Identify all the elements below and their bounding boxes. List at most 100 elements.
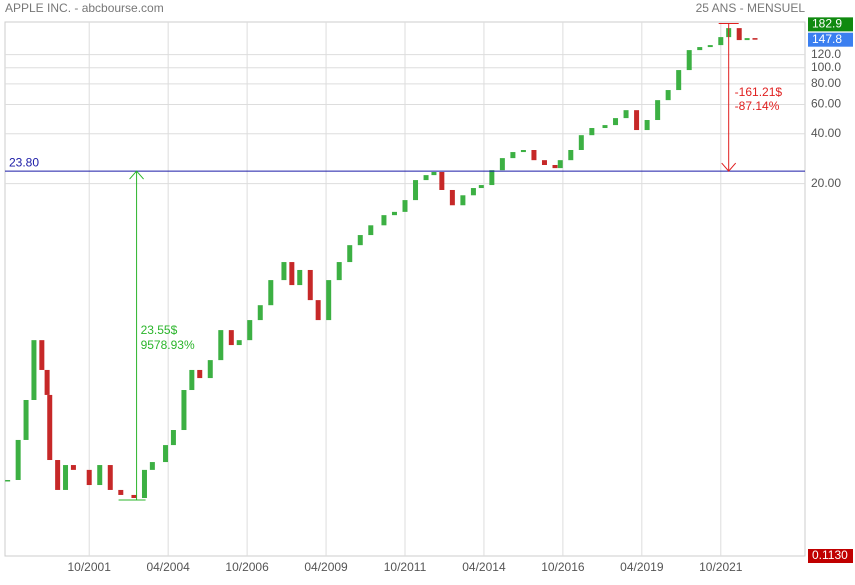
price-tag-label: 147.8 [812,32,842,46]
candle [297,269,303,286]
candle [413,180,419,201]
candle [478,185,484,189]
candle [541,160,547,165]
candle [634,110,640,131]
candle [665,90,671,101]
price-tag [808,32,853,47]
candle [552,164,558,169]
candle [602,125,608,129]
candle [578,135,584,151]
candle [336,262,342,281]
price-tag [808,549,853,563]
candle [268,280,274,306]
candle [228,330,234,346]
candle [613,118,619,126]
x-tick-label: 04/2009 [304,560,348,574]
candle [752,38,758,40]
candle [39,340,45,370]
y-tick-label: 120.0 [811,47,841,61]
price-tag-label: 182.9 [812,17,842,31]
y-tick-label: 100.0 [811,60,841,74]
candle [707,45,713,48]
loss-amount: -161.21$ [735,85,783,99]
candle [557,160,563,169]
candle [381,215,387,226]
candle [368,225,374,236]
candle [31,340,37,400]
candle [510,152,516,159]
candle [655,100,661,121]
loss-percent: -87.14% [735,99,780,113]
candle [55,460,61,490]
candle [218,330,224,361]
x-tick-label: 04/2004 [146,560,190,574]
candle [531,150,537,161]
candle [257,305,263,321]
y-tick-label: 80.00 [811,76,841,90]
arrow-head [129,170,144,180]
candle [5,479,11,482]
candle [623,110,629,119]
x-tick-label: 10/2011 [384,560,427,574]
x-tick-label: 04/2014 [462,560,506,574]
level-label: 23.80 [9,155,39,169]
y-tick-label: 60.00 [811,97,841,111]
candle [63,465,69,490]
chart-subtitle: 25 ANS - MENSUEL [696,1,806,15]
candle [391,211,397,216]
candle [676,70,682,91]
candle [189,369,195,391]
candle [307,269,313,301]
candle [170,430,176,446]
candle [568,150,574,161]
candle [489,170,495,186]
candle [247,320,253,341]
candle [439,171,445,190]
price-tag-label: 0.1130 [812,548,848,562]
candle [281,262,287,281]
candle [347,245,353,263]
y-tick-label: 20.00 [811,176,841,190]
candle [23,399,29,440]
x-tick-label: 04/2019 [620,560,664,574]
candle [149,462,155,470]
candle [499,158,505,171]
candle [163,445,169,463]
candle [181,390,187,431]
candle [107,465,113,490]
candle [520,150,526,153]
candle [736,28,742,41]
candle [686,50,692,71]
candle [589,128,595,136]
gain-amount: 23.55$ [141,323,178,337]
candle [470,188,476,196]
candle [431,171,437,176]
candle [718,37,724,46]
candle [460,195,466,206]
candle [326,280,332,321]
x-tick-label: 10/2001 [68,560,112,574]
x-tick-label: 10/2006 [225,560,269,574]
y-tick-label: 40.00 [811,126,841,140]
x-tick-label: 10/2016 [541,560,585,574]
candle [97,465,103,486]
candle [141,469,147,499]
candle [744,38,750,41]
x-tick-label: 10/2021 [699,560,743,574]
candle [315,300,321,321]
gain-percent: 9578.93% [141,338,195,352]
chart-title: APPLE INC. - abcbourse.com [5,1,164,15]
arrow-head [721,162,737,172]
candle [70,465,76,470]
candle [697,47,703,51]
candle [644,120,650,131]
candle [236,340,242,346]
price-tag [808,17,853,32]
candle [402,200,408,212]
candle [44,369,50,395]
candle [357,235,363,246]
candle [118,489,124,495]
candle [47,394,53,461]
candle [449,189,455,206]
